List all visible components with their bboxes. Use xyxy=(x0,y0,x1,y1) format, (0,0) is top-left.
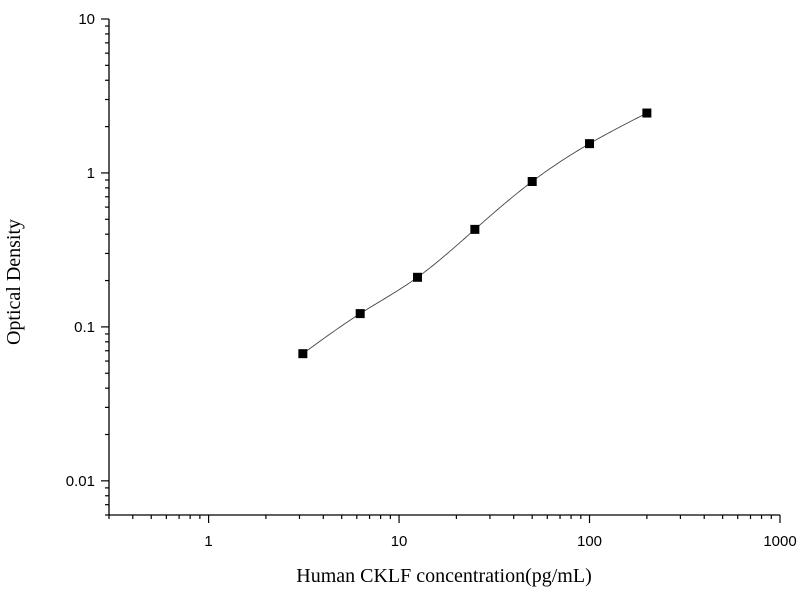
y-tick-label: 10 xyxy=(78,11,95,28)
data-point xyxy=(642,108,652,118)
x-tick-label: 1000 xyxy=(763,533,796,550)
data-point xyxy=(470,224,480,234)
data-point xyxy=(355,309,365,319)
data-point xyxy=(585,139,595,149)
x-tick-label: 100 xyxy=(577,533,602,550)
plot-area xyxy=(108,19,780,516)
x-axis-title: Human CKLF concentration(pg/mL) xyxy=(296,565,592,587)
data-point xyxy=(527,176,537,186)
y-tick-label: 0.1 xyxy=(74,319,95,336)
y-tick-label: 0.01 xyxy=(66,473,95,490)
x-tick-label: 1 xyxy=(204,533,212,550)
data-points-layer xyxy=(298,108,652,359)
data-point xyxy=(298,349,308,359)
y-axis: 0.01 0.1 1 10 xyxy=(66,11,109,516)
x-axis: 1 10 100 1000 xyxy=(108,515,797,550)
data-point xyxy=(413,272,423,282)
y-axis-title: Optical Density xyxy=(3,219,25,345)
x-tick-label: 10 xyxy=(391,533,408,550)
y-tick-label: 1 xyxy=(87,165,95,182)
